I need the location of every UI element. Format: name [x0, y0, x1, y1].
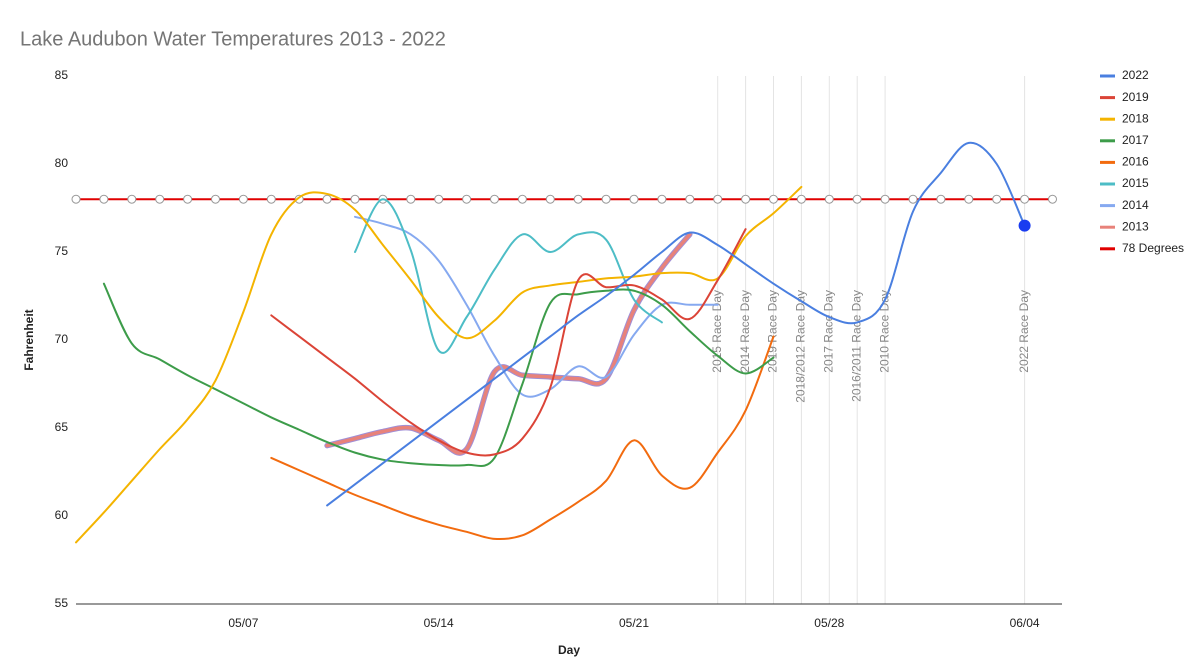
y-tick-label: 65 [55, 420, 69, 434]
series-line [270, 335, 775, 541]
point-marker [713, 194, 723, 204]
point-marker [406, 194, 416, 204]
point-marker [211, 194, 220, 204]
point-marker [71, 194, 81, 204]
point-marker [127, 194, 137, 204]
legend-label: 2013 [1122, 219, 1149, 233]
y-tick-label: 85 [55, 68, 69, 82]
point-marker [545, 194, 555, 204]
point-marker [769, 194, 778, 204]
point-marker [573, 194, 583, 204]
chart-title: Lake Audubon Water Temperatures 2013 - 2… [20, 28, 446, 50]
race-day-label: 2014 Race Day [738, 290, 752, 373]
legend-label: 2022 [1122, 68, 1149, 82]
point-marker [796, 194, 806, 204]
race-day-label: 2018/2012 Race Day [794, 290, 808, 403]
series-outline [324, 231, 693, 456]
point-marker [183, 194, 193, 204]
series-line [354, 198, 663, 354]
point-marker [350, 194, 360, 204]
point-marker [462, 194, 472, 204]
x-tick-label: 05/14 [424, 616, 454, 630]
point-marker [964, 194, 974, 204]
y-tick-label: 80 [55, 156, 69, 170]
point-marker [657, 194, 667, 204]
series-line [270, 228, 747, 457]
x-tick-label: 05/21 [619, 616, 649, 630]
x-tick-label: 05/28 [814, 616, 844, 630]
legend: 2022 2019 2018 2017 2016 2015 2014 2013 78 Degre… [1100, 68, 1184, 255]
legend-label: 2015 [1122, 176, 1149, 190]
point-marker [629, 194, 639, 204]
legend-label: 2019 [1122, 90, 1149, 104]
point-marker [852, 194, 862, 204]
point-marker [434, 194, 444, 204]
point-marker [685, 194, 695, 204]
point-marker [322, 194, 332, 204]
point-marker [99, 194, 109, 204]
race-day-label: 2022 Race Day [1017, 290, 1031, 373]
series-line [75, 185, 803, 544]
y-tick-label: 70 [55, 332, 69, 346]
legend-label: 2018 [1122, 111, 1149, 125]
legend-label: 2016 [1122, 155, 1149, 169]
series-line [325, 232, 692, 455]
annotations: 2015 Race Day 2014 Race Day 2019 Race Day 2… [710, 76, 1031, 604]
point-marker [266, 194, 276, 204]
point-marker [490, 194, 499, 204]
plot-area: 55 60 65 70 75 80 85 05/07 05/14 05/21 05/28 06/04 [55, 68, 1062, 630]
race-day-label: 2016/2011 Race Day [849, 290, 863, 402]
highlight-point [1018, 219, 1031, 232]
point-marker [155, 194, 165, 204]
series-line [326, 141, 1026, 507]
series-line [354, 215, 719, 398]
point-marker [936, 194, 946, 204]
point-marker [824, 194, 834, 204]
point-marker [741, 194, 751, 204]
y-tick-label: 55 [55, 596, 69, 610]
series-line [102, 282, 775, 468]
y-tick-label: 60 [55, 508, 69, 522]
point-marker [517, 194, 527, 204]
legend-label: 2014 [1122, 198, 1149, 212]
race-day-label: 2019 Race Day [766, 290, 780, 373]
point-marker [992, 194, 1002, 204]
x-tick-label: 06/04 [1010, 616, 1040, 630]
y-axis-label: Fahrenheit [22, 309, 36, 370]
race-day-label: 2017 Race Day [821, 290, 835, 373]
point-marker [1020, 194, 1030, 204]
x-axis-label: Day [558, 643, 580, 657]
point-marker [601, 194, 611, 204]
point-marker [1048, 194, 1057, 204]
point-marker [908, 194, 918, 204]
point-marker [238, 194, 248, 204]
legend-label: 78 Degrees [1122, 241, 1184, 255]
legend-label: 2017 [1122, 133, 1149, 147]
point-marker [880, 194, 890, 204]
x-tick-label: 05/07 [228, 616, 258, 630]
y-tick-label: 75 [55, 244, 69, 258]
race-day-label: 2010 Race Day [877, 290, 891, 373]
